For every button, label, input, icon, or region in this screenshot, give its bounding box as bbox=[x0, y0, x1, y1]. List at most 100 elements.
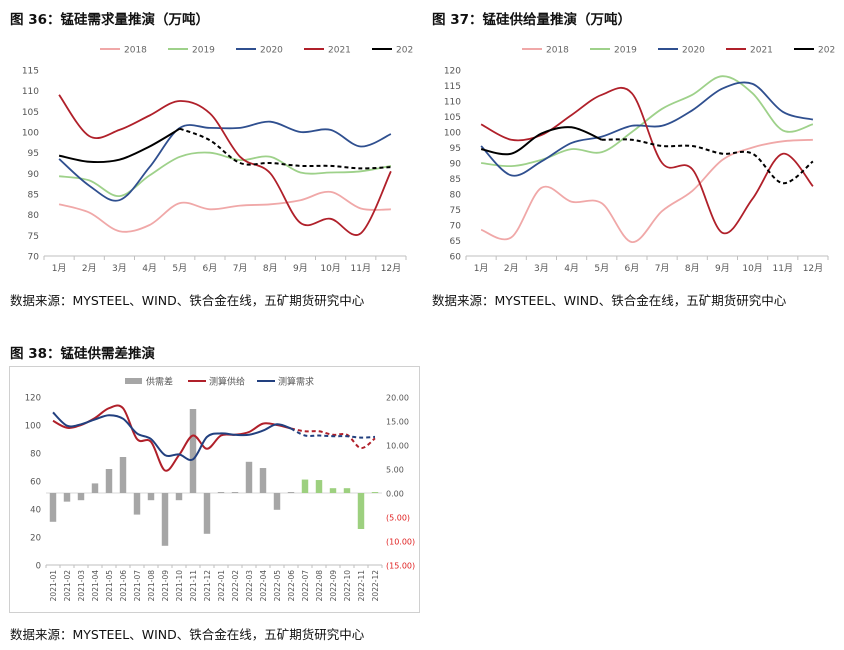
x-tick-label: 5月 bbox=[594, 263, 609, 274]
legend-label-2022: 2022 bbox=[818, 46, 835, 56]
right-y-tick-label: (15.00) bbox=[386, 562, 415, 571]
gap-bar bbox=[343, 488, 351, 493]
y-tick-label: 100 bbox=[22, 129, 39, 139]
x-tick-label: 2月 bbox=[82, 263, 97, 274]
x-tick-label: 2021-06 bbox=[119, 570, 128, 602]
y-tick-label: 60 bbox=[450, 253, 462, 263]
x-tick-label: 1月 bbox=[52, 263, 67, 274]
legend-label: 测算供给 bbox=[209, 376, 245, 388]
gap-bar bbox=[301, 479, 309, 493]
x-tick-label: 2021-12 bbox=[203, 570, 212, 602]
series-line-2018 bbox=[58, 190, 391, 233]
y-tick-label: 80 bbox=[28, 211, 40, 221]
y-tick-label: 70 bbox=[28, 253, 40, 263]
x-tick-label: 2021-02 bbox=[63, 570, 72, 602]
gap-bar bbox=[371, 492, 379, 493]
legend-label-2022: 2022 bbox=[396, 46, 413, 56]
left-y-tick-label: 100 bbox=[25, 422, 41, 432]
right-y-tick-label: (10.00) bbox=[386, 538, 415, 547]
x-tick-label: 9月 bbox=[715, 263, 730, 274]
y-tick-label: 120 bbox=[444, 67, 461, 77]
figure-36-chart: 2018 2019 2020 2021 2022 70 75 80 85 90 95 100 105 11… bbox=[8, 32, 413, 282]
x-tick-label: 2021-11 bbox=[189, 570, 198, 602]
right-y-tick-label: 15.00 bbox=[386, 418, 409, 427]
figure-37-title: 图 37：锰硅供给量推演（万吨） bbox=[432, 12, 631, 28]
y-tick-label: 85 bbox=[450, 175, 461, 185]
y-tick-label: 110 bbox=[22, 87, 39, 97]
legend-label: 供需差 bbox=[146, 376, 173, 388]
x-tick-label: 7月 bbox=[655, 263, 670, 274]
series-line-2019 bbox=[481, 75, 814, 168]
gap-bar bbox=[175, 493, 183, 501]
gap-bar bbox=[77, 493, 85, 501]
x-tick-label: 12月 bbox=[381, 263, 401, 274]
legend-label-2020: 2020 bbox=[682, 46, 705, 56]
series-line-2020 bbox=[58, 120, 392, 202]
x-tick-label: 11月 bbox=[773, 263, 793, 274]
gap-bar bbox=[217, 492, 225, 493]
x-tick-label: 2021-07 bbox=[133, 570, 142, 602]
x-tick-label: 2022-07 bbox=[301, 570, 310, 602]
series-line-2021 bbox=[58, 94, 392, 236]
series-line-2022-actual bbox=[480, 126, 603, 156]
x-tick-label: 2021-05 bbox=[105, 570, 114, 602]
series-line-actual bbox=[52, 411, 292, 461]
demand-line-chart: 2018 2019 2020 2021 2022 70 75 80 85 90 95 100 105 11… bbox=[22, 46, 413, 275]
gap-bar bbox=[161, 493, 169, 546]
x-tick-label: 2021-08 bbox=[147, 570, 156, 602]
x-tick-label: 2022-03 bbox=[245, 570, 254, 602]
legend-label-2018: 2018 bbox=[124, 46, 147, 56]
x-tick-label: 3月 bbox=[112, 263, 127, 274]
series-line-forecast bbox=[290, 427, 376, 450]
series-line-2021 bbox=[480, 86, 814, 235]
y-tick-label: 105 bbox=[444, 113, 461, 123]
y-tick-label: 115 bbox=[444, 82, 461, 92]
figure-38-chart: 供需差 测算供给 测算需求 0 20 40 60 80 100 120 (15.00) (10.00)… bbox=[9, 366, 420, 613]
right-y-tick-label: 5.00 bbox=[386, 466, 404, 475]
x-tick-label: 9月 bbox=[293, 263, 308, 274]
x-tick-label: 5月 bbox=[172, 263, 187, 274]
y-tick-label: 75 bbox=[450, 206, 461, 216]
gap-bar bbox=[231, 492, 239, 493]
x-tick-label: 10月 bbox=[742, 263, 762, 274]
legend-label-2021: 2021 bbox=[750, 46, 773, 56]
left-y-tick-label: 60 bbox=[30, 478, 41, 488]
x-tick-label: 4月 bbox=[564, 263, 579, 274]
x-tick-label: 4月 bbox=[142, 263, 157, 274]
right-y-tick-label: (5.00) bbox=[386, 514, 410, 523]
x-tick-label: 3月 bbox=[534, 263, 549, 274]
series-line-actual bbox=[52, 404, 292, 472]
series-line-2022-forecast bbox=[179, 127, 391, 170]
legend-label-2019: 2019 bbox=[614, 46, 637, 56]
x-tick-label: 6月 bbox=[625, 263, 640, 274]
series-line-2022-actual bbox=[58, 127, 181, 164]
series-line-2019 bbox=[58, 151, 392, 197]
gap-bar bbox=[203, 493, 211, 534]
supply-line-chart: 2018 2019 2020 2021 2022 60 65 70 75 80 85 90 95 100 1… bbox=[444, 46, 835, 275]
figure-37-source: 数据来源：MYSTEEL、WIND、铁合金在线，五矿期货研究中心 bbox=[432, 293, 787, 308]
y-tick-label: 90 bbox=[450, 160, 462, 170]
x-tick-label: 2021-10 bbox=[175, 570, 184, 602]
x-tick-label: 10月 bbox=[320, 263, 340, 274]
x-tick-label: 2022-12 bbox=[371, 570, 380, 602]
y-tick-label: 100 bbox=[444, 129, 461, 139]
x-tick-label: 2021-01 bbox=[49, 570, 58, 602]
left-y-tick-label: 40 bbox=[30, 506, 41, 516]
y-tick-label: 95 bbox=[28, 149, 39, 159]
x-tick-label: 1月 bbox=[474, 263, 489, 274]
x-tick-label: 2022-06 bbox=[287, 570, 296, 602]
left-y-tick-label: 0 bbox=[36, 562, 41, 572]
gap-bar bbox=[259, 468, 267, 493]
legend-swatch-gap bbox=[125, 378, 142, 384]
series-line-2022-forecast bbox=[601, 138, 814, 185]
gap-bar bbox=[91, 483, 99, 493]
x-tick-label: 2021-03 bbox=[77, 570, 86, 602]
x-tick-label: 2022-04 bbox=[259, 570, 268, 602]
gap-bar bbox=[273, 493, 281, 510]
legend-label-2021: 2021 bbox=[328, 46, 351, 56]
gap-bar bbox=[105, 469, 113, 493]
x-tick-label: 2月 bbox=[504, 263, 519, 274]
supply-demand-gap-chart: 供需差 测算供给 测算需求 0 20 40 60 80 100 120 (15.00) (10.00)… bbox=[25, 376, 415, 602]
y-tick-label: 90 bbox=[28, 170, 40, 180]
gap-bar bbox=[329, 488, 337, 493]
